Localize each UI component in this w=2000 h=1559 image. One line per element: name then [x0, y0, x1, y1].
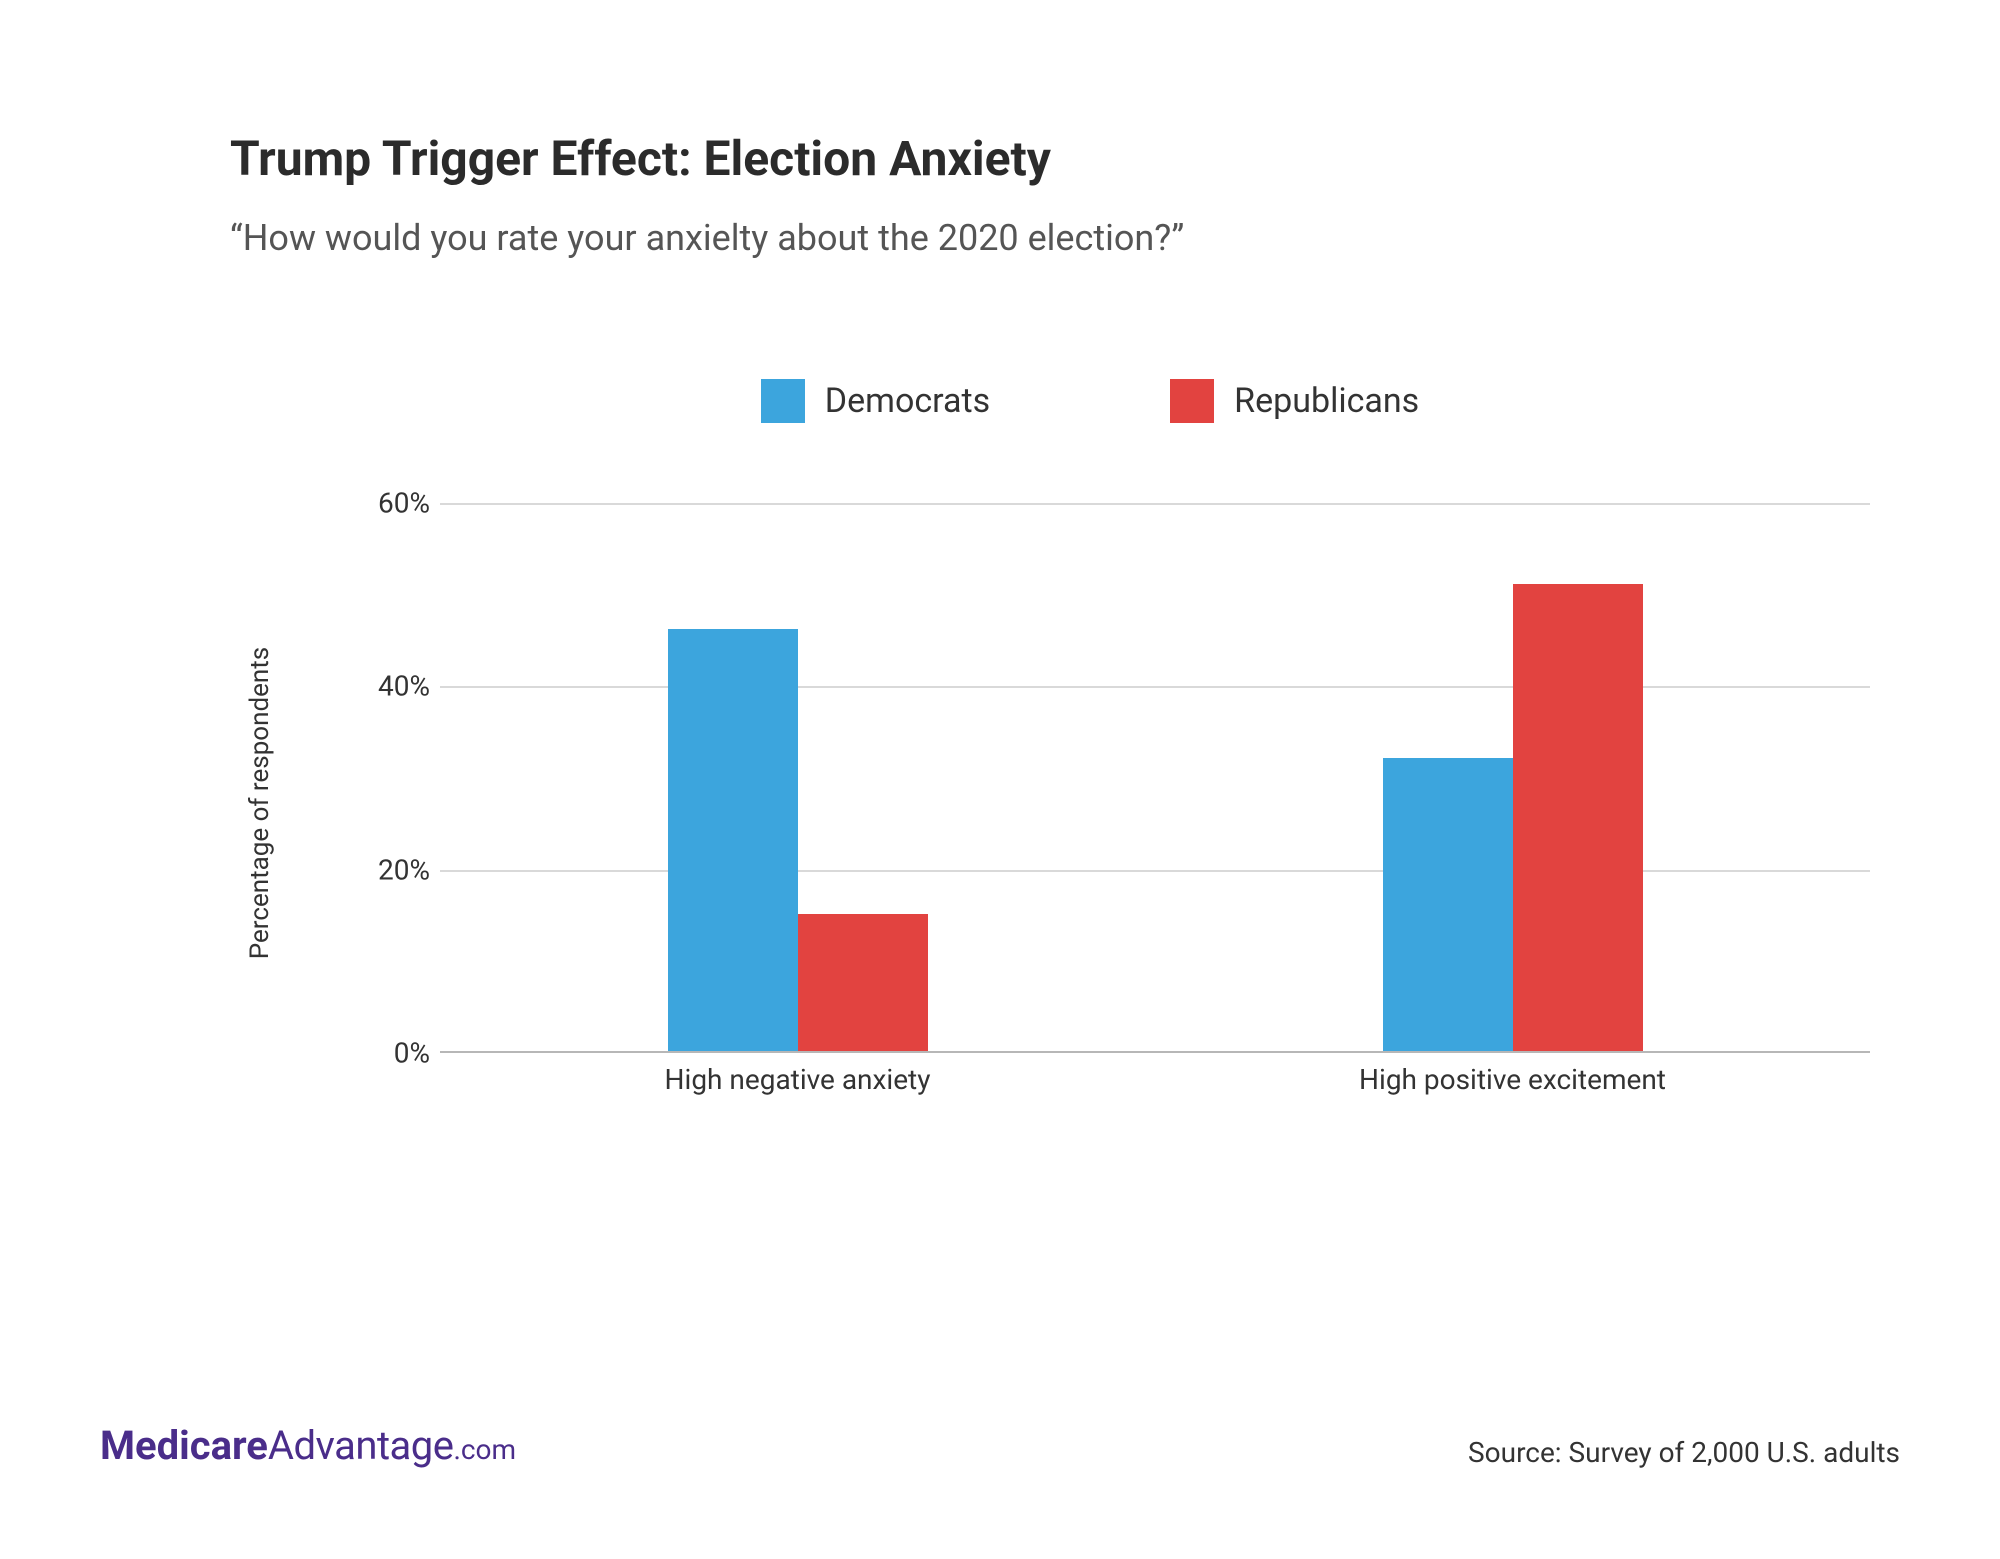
brand-logo: MedicareAdvantage.com — [100, 1422, 516, 1469]
bar-democrats-1 — [1383, 758, 1513, 1051]
brand-part1: Medicare — [100, 1422, 268, 1469]
footer: MedicareAdvantage.com Source: Survey of … — [100, 1422, 1900, 1469]
y-tick-0: 0% — [355, 1037, 430, 1070]
chart-area: Percentage of respondents 0% 20% 40% 60%… — [320, 503, 1870, 1103]
legend-swatch-democrats — [761, 379, 805, 423]
bars-container — [440, 503, 1870, 1051]
brand-part3: .com — [453, 1433, 516, 1466]
legend-item-democrats: Democrats — [761, 379, 990, 423]
chart-title: Trump Trigger Effect: Election Anxiety — [230, 130, 1870, 187]
legend-item-republicans: Republicans — [1170, 379, 1419, 423]
legend-swatch-republicans — [1170, 379, 1214, 423]
bar-republicans-1 — [1513, 584, 1643, 1052]
x-tick-1: High positive excitement — [1359, 1063, 1666, 1096]
y-tick-3: 60% — [355, 487, 430, 520]
bar-group-0 — [440, 503, 1155, 1051]
y-tick-2: 40% — [355, 670, 430, 703]
bar-democrats-0 — [668, 629, 798, 1051]
y-tick-1: 20% — [355, 853, 430, 886]
bar-republicans-0 — [798, 914, 928, 1052]
chart-subtitle: “How would you rate your anxielty about … — [230, 217, 1870, 259]
plot-region: High negative anxiety High positive exci… — [440, 503, 1870, 1053]
y-axis-label: Percentage of respondents — [245, 647, 275, 959]
legend: Democrats Republicans — [230, 379, 1870, 423]
legend-label-republicans: Republicans — [1234, 381, 1419, 421]
bar-group-1 — [1155, 503, 1870, 1051]
brand-part2: Advantage — [268, 1422, 454, 1469]
source-text: Source: Survey of 2,000 U.S. adults — [1468, 1436, 1900, 1469]
x-tick-0: High negative anxiety — [665, 1063, 931, 1096]
legend-label-democrats: Democrats — [825, 381, 990, 421]
